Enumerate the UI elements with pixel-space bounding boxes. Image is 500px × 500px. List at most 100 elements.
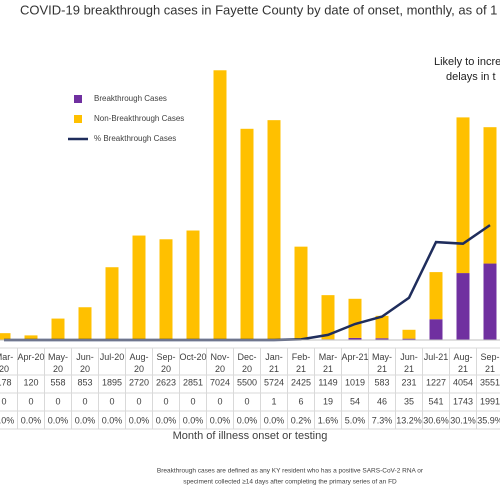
x-tick-label: Jul-20 (99, 352, 125, 362)
x-tick-label: Sep-20 (156, 352, 176, 374)
table-cell: 35.9% (477, 415, 500, 425)
table-cell: 0 (109, 396, 114, 406)
table-cell: 0.0% (75, 415, 96, 425)
x-tick-label: Mar-21 (318, 352, 338, 374)
bar (483, 127, 497, 264)
table-cell: 0.0% (237, 415, 258, 425)
table-cell: 0 (163, 396, 168, 406)
x-tick-label: Apr-21 (341, 352, 369, 362)
x-tick-label: Jan-21 (265, 352, 283, 374)
table-cell: 0.0% (129, 415, 150, 425)
footnote: speciment collected ≥14 days after compl… (183, 479, 397, 486)
table-cell: 120 (23, 377, 38, 387)
table-cell: 0 (217, 396, 222, 406)
bar (348, 298, 362, 338)
table-cell: 1991 (480, 396, 500, 406)
bar (456, 117, 470, 274)
table-cell: 0.0% (156, 415, 177, 425)
bar (402, 338, 416, 340)
bar (294, 246, 308, 340)
legend-label: Non-Breakthrough Cases (94, 114, 184, 123)
table-cell: 2425 (291, 377, 311, 387)
bar (240, 128, 254, 340)
table-cell: 0 (82, 396, 87, 406)
x-tick-label: Apr-20 (17, 352, 45, 362)
table-cell: 0.0% (0, 415, 14, 425)
x-tick-label: Sep-21 (480, 352, 500, 374)
table-cell: 0 (190, 396, 195, 406)
annotation: Likely to incre (434, 56, 500, 68)
x-axis-title: Month of illness onset or testing (173, 430, 328, 442)
bar (186, 230, 200, 340)
table-cell: 0 (1, 396, 6, 406)
x-tick-label: Jun-20 (76, 352, 94, 374)
table-cell: 3551 (480, 377, 500, 387)
table-cell: 2623 (156, 377, 176, 387)
bar (375, 338, 389, 340)
bar (78, 307, 92, 340)
table-cell: 0.0% (21, 415, 42, 425)
table-cell: 583 (374, 377, 389, 387)
table-cell: 4054 (453, 377, 473, 387)
table-cell: 35 (404, 396, 414, 406)
table-cell: 0.0% (102, 415, 123, 425)
bar (429, 272, 443, 320)
chart-title: COVID-19 breakthrough cases in Fayette C… (20, 2, 497, 17)
bar (375, 315, 389, 339)
table-cell: 30.1% (450, 415, 476, 425)
x-tick-label: Feb-21 (291, 352, 311, 374)
table-cell: 0.2% (291, 415, 312, 425)
legend-swatch (74, 95, 82, 103)
table-cell: 1019 (345, 377, 365, 387)
table-cell: 1743 (453, 396, 473, 406)
table-cell: 1895 (102, 377, 122, 387)
bar (456, 273, 470, 340)
table-cell: 0 (28, 396, 33, 406)
table-cell: 0 (136, 396, 141, 406)
table-cell: 541 (428, 396, 443, 406)
table-cell: 46 (377, 396, 387, 406)
annotation: delays in t (446, 71, 496, 83)
bar (132, 235, 146, 340)
table-cell: 1149 (318, 377, 337, 387)
bar (348, 337, 362, 340)
table-cell: 1.6% (318, 415, 339, 425)
x-tick-label: Jun-21 (400, 352, 418, 374)
table-cell: 7.3% (372, 415, 393, 425)
table-cell: 54 (350, 396, 360, 406)
table-cell: 231 (401, 377, 416, 387)
x-tick-label: May-20 (48, 352, 68, 374)
table-cell: 2720 (129, 377, 149, 387)
table-cell: 1227 (426, 377, 446, 387)
legend-label: % Breakthrough Cases (94, 134, 176, 143)
footnote: Breakthrough cases are defined as any KY… (157, 468, 424, 475)
table-cell: 19 (323, 396, 333, 406)
legend-label: Breakthrough Cases (94, 94, 167, 103)
x-tick-label: Aug-20 (129, 352, 149, 374)
x-tick-label: Dec-20 (237, 352, 257, 374)
table-cell: 2851 (183, 377, 203, 387)
bar (213, 70, 227, 341)
bar (24, 335, 38, 340)
bar (51, 318, 65, 340)
x-tick-label: May-21 (372, 352, 392, 374)
table-cell: 0 (55, 396, 60, 406)
table-cell: 5500 (237, 377, 257, 387)
table-cell: 5724 (264, 377, 284, 387)
table-cell: 0 (244, 396, 249, 406)
table-cell: 853 (77, 377, 92, 387)
bar (0, 333, 11, 340)
bar (483, 263, 497, 340)
table-cell: 5.0% (345, 415, 366, 425)
x-tick-label: Mar-20 (0, 352, 14, 374)
bar (105, 267, 119, 340)
bar (321, 295, 335, 340)
bar (267, 120, 281, 340)
x-tick-label: Nov-20 (210, 352, 230, 374)
table-cell: 0.0% (48, 415, 69, 425)
table-cell: 1 (271, 396, 276, 406)
table-cell: 0.0% (210, 415, 231, 425)
bar (159, 239, 173, 340)
